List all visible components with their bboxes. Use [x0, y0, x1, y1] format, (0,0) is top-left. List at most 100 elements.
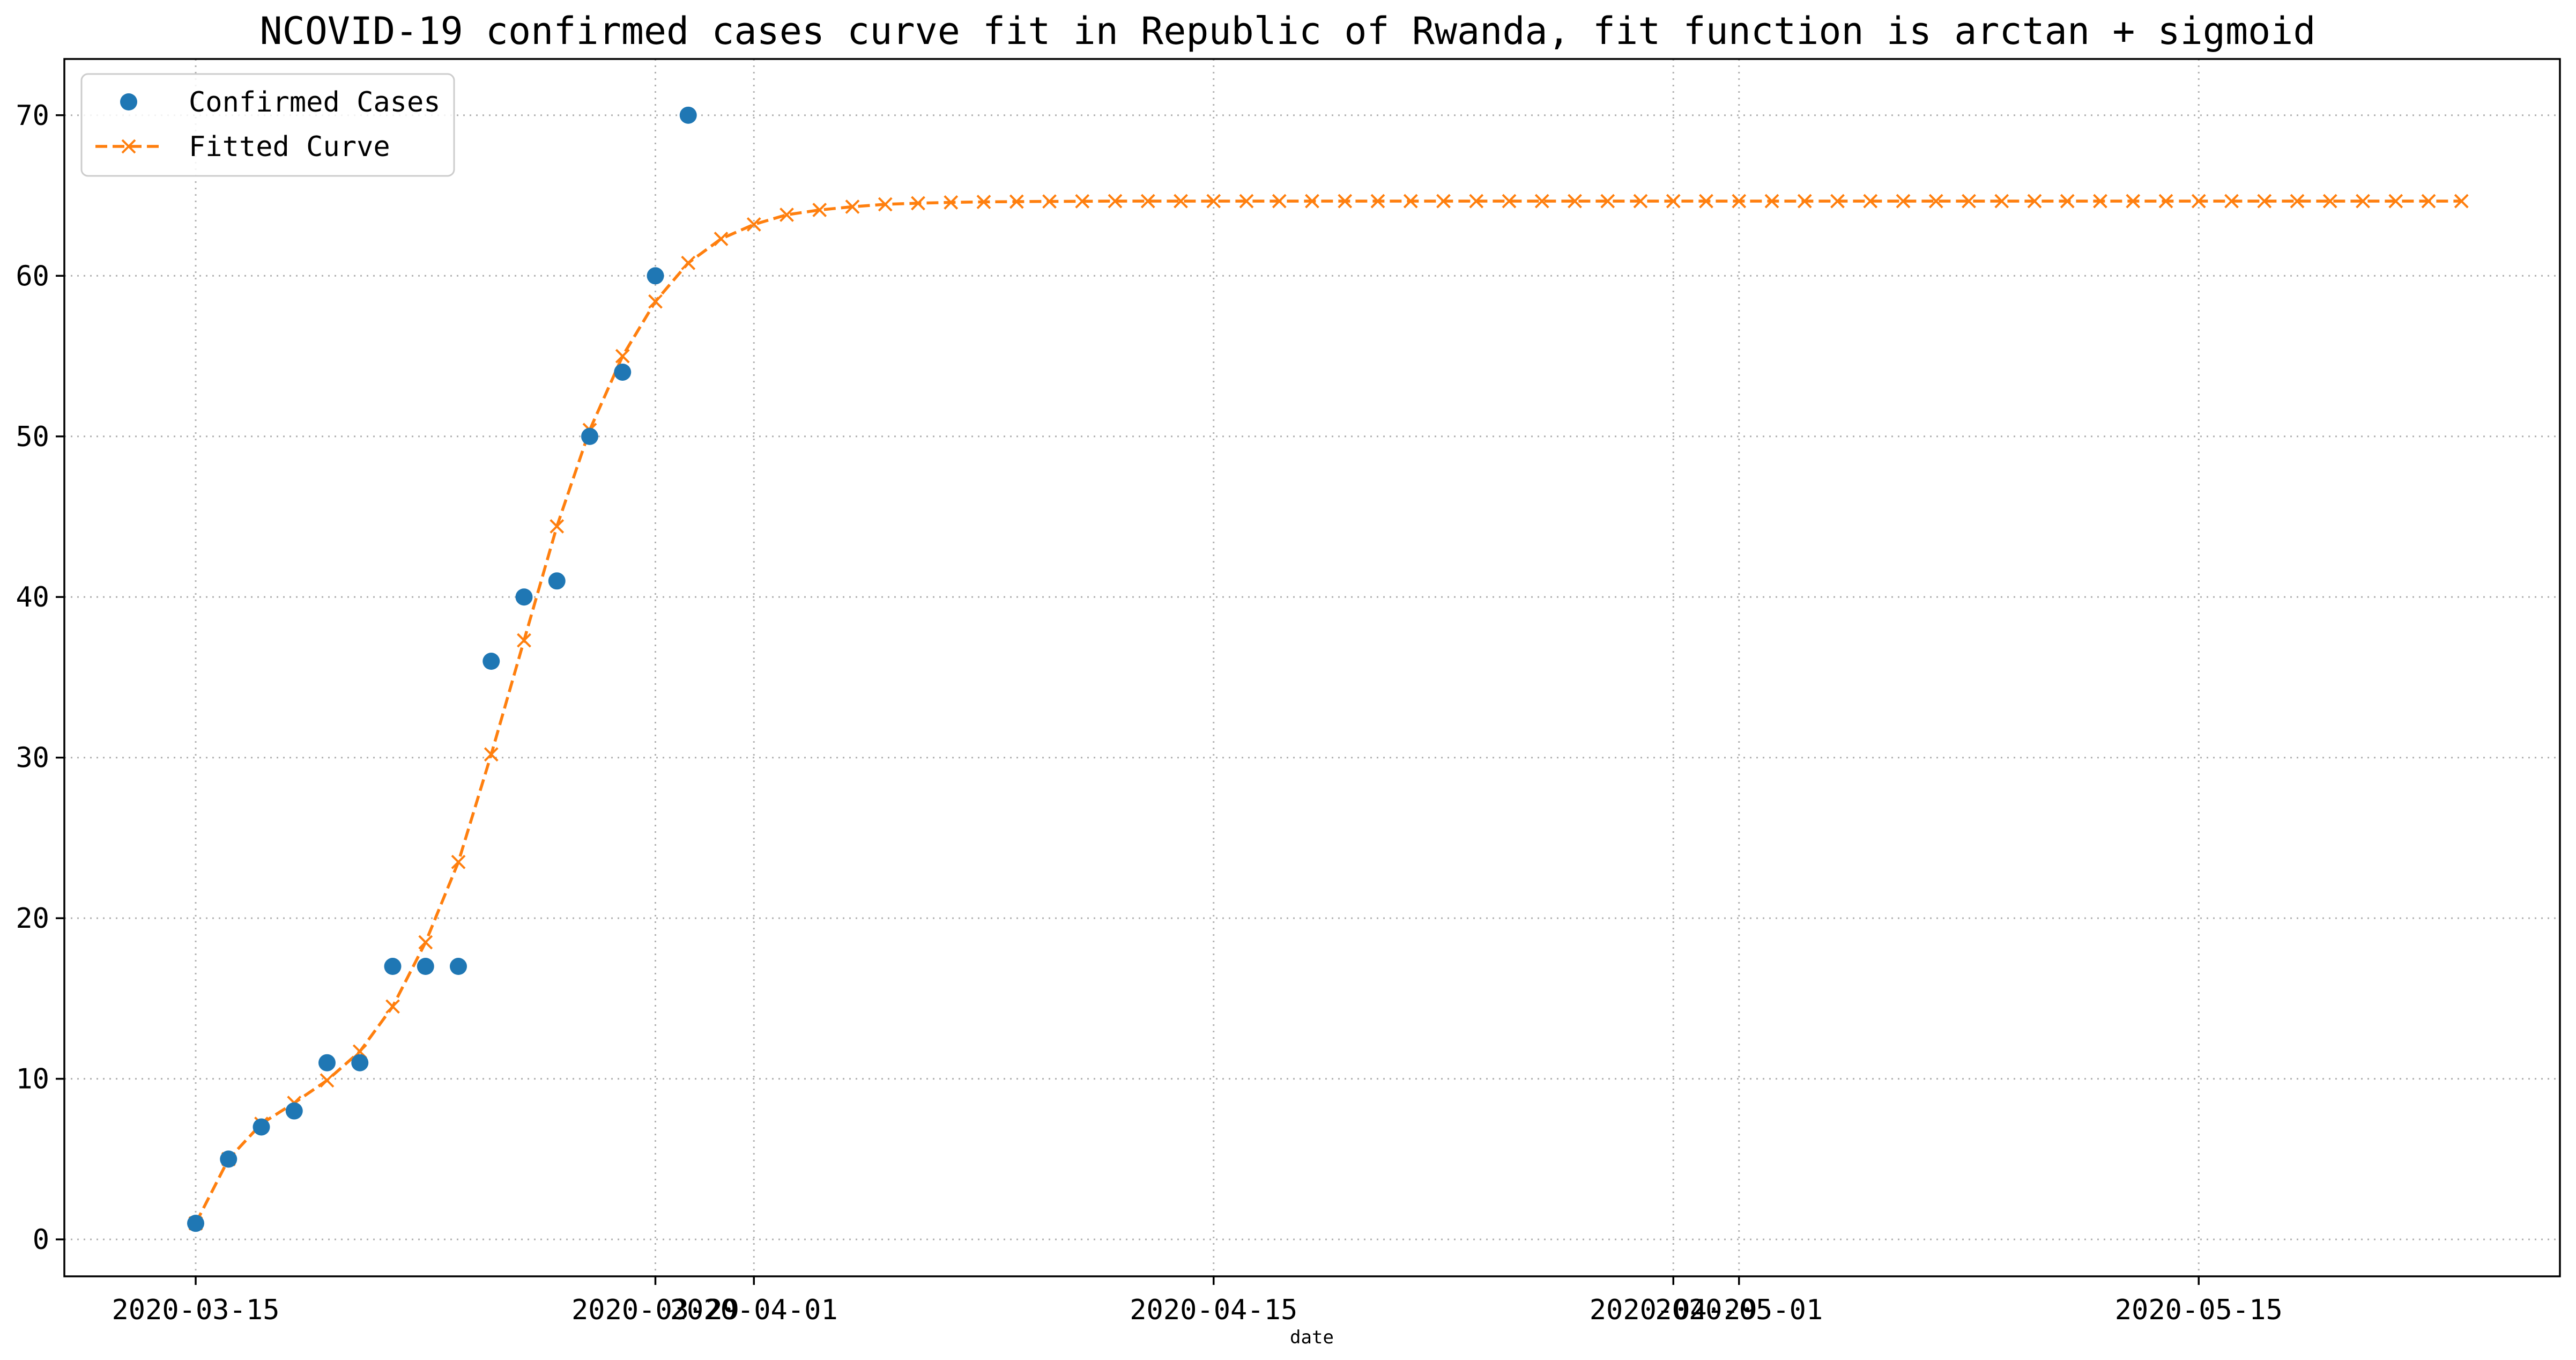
x-tick-label: 2020-04-01 [670, 1294, 838, 1326]
y-tick-label: 20 [16, 903, 49, 935]
fitted-curve-marker [976, 195, 991, 209]
plot-series [187, 106, 2469, 1232]
legend-confirmed-label: Confirmed Cases [189, 86, 441, 119]
x-tick-label: 2020-05-15 [2115, 1294, 2283, 1326]
y-tick-label: 50 [16, 421, 49, 453]
fitted-curve-marker [2257, 194, 2272, 209]
fitted-curve-marker [1469, 194, 1484, 209]
y-tick-label: 40 [16, 581, 49, 614]
x-axis-label: date [1290, 1327, 1334, 1348]
fitted-curve-marker [385, 999, 400, 1014]
fitted-curve-marker [1699, 194, 1713, 209]
fitted-curve-marker [2322, 194, 2337, 209]
fitted-curve-marker [1600, 194, 1615, 209]
fitted-curve-marker [1568, 194, 1582, 209]
fitted-curve-marker [1272, 194, 1287, 209]
confirmed-cases-point [253, 1118, 270, 1136]
fitted-curve-marker [1732, 194, 1747, 209]
fitted-curve-marker [812, 203, 827, 217]
fitted-curve-marker [1009, 194, 1024, 209]
legend-fitted-label: Fitted Curve [189, 131, 390, 163]
fitted-curve-marker [1797, 194, 1812, 209]
fitted-curve-marker [2126, 194, 2141, 209]
fitted-curve-marker [1338, 194, 1353, 209]
fitted-curve-marker [1370, 194, 1385, 209]
legend-fitted-marker [121, 139, 136, 154]
x-tick-label: 2020-05-01 [1655, 1294, 1823, 1326]
fitted-curve-marker [1436, 194, 1451, 209]
legend-confirmed-marker [120, 93, 137, 110]
fitted-curve-marker [1502, 194, 1517, 209]
fitted-curve-marker [1108, 194, 1123, 209]
fitted-curve-marker [648, 294, 663, 309]
fitted-curve-marker [2454, 194, 2469, 209]
fitted-curve-marker [681, 255, 696, 270]
fitted-curve-marker [484, 747, 499, 762]
fitted-curve-marker [1305, 194, 1319, 209]
fitted-curve-marker [746, 217, 761, 232]
fitted-curve-marker [2388, 194, 2403, 209]
legend-box [80, 73, 455, 177]
fitted-curve-marker [714, 231, 729, 246]
fitted-curve-marker [1962, 194, 1976, 209]
fitted-curve-marker [1896, 194, 1911, 209]
fitted-curve-marker [2191, 194, 2206, 209]
fitted-curve-marker [451, 854, 466, 869]
confirmed-cases-point [515, 588, 533, 606]
fitted-curve-marker [1206, 194, 1221, 209]
fitted-curve-marker [1140, 194, 1155, 209]
fitted-curve-marker [2224, 194, 2239, 209]
fitted-curve-marker [2093, 194, 2107, 209]
fitted-curve-marker [878, 197, 893, 212]
confirmed-cases-point [220, 1150, 237, 1168]
x-tick-label: 2020-04-15 [1130, 1294, 1297, 1326]
fitted-curve-marker [418, 935, 433, 950]
fitted-curve-marker [1764, 194, 1779, 209]
fitted-curve-marker [1666, 194, 1681, 209]
fitted-curve-marker [1239, 194, 1254, 209]
y-tick-label: 70 [16, 100, 49, 132]
fitted-curve-marker [615, 349, 630, 364]
fitted-curve-marker [2060, 194, 2075, 209]
fitted-curve-marker [911, 196, 925, 211]
fitted-curve-marker [517, 633, 531, 648]
confirmed-cases-point [647, 267, 664, 285]
confirmed-cases-point [187, 1215, 204, 1232]
x-tick-label: 2020-04-29 [1590, 1294, 1757, 1326]
fitted-curve-marker [1042, 194, 1057, 209]
fitted-curve-marker [1863, 194, 1878, 209]
fitted-curve-marker [1830, 194, 1845, 209]
fitted-curve-marker [320, 1073, 335, 1088]
confirmed-cases-point [482, 653, 500, 670]
fitted-curve-marker [2027, 194, 2042, 209]
fitted-curve-marker [2421, 194, 2436, 209]
x-tick-label: 2020-03-29 [571, 1294, 739, 1326]
fitted-curve-marker [1174, 194, 1188, 209]
confirmed-cases-point [417, 958, 434, 975]
y-tick-label: 30 [16, 742, 49, 774]
fitted-curve-marker [1994, 194, 2009, 209]
y-axis: 0 10 20 30 40 50 60 70 [16, 100, 64, 1256]
confirmed-cases-point [384, 958, 402, 975]
confirmed-cases-point [318, 1054, 336, 1071]
fitted-curve-marker [550, 519, 565, 534]
y-tick-label: 0 [33, 1224, 49, 1256]
x-tick-label: 2020-03-15 [112, 1294, 279, 1326]
confirmed-cases-point [450, 958, 467, 975]
fitted-curve-marker [1534, 194, 1549, 209]
confirmed-cases-point [581, 427, 598, 445]
fitted-curve-marker [2356, 194, 2370, 209]
confirmed-cases-point [548, 572, 566, 590]
fitted-curve-marker [780, 208, 794, 222]
confirmed-cases-point [679, 106, 697, 124]
y-tick-label: 60 [16, 260, 49, 292]
axes-frame [63, 58, 2561, 1277]
legend: Confirmed Cases Fitted Curve [80, 73, 455, 177]
chart-title: NCOVID-19 confirmed cases curve fit in R… [259, 9, 2315, 53]
fitted-curve-line [194, 199, 2462, 1224]
fitted-curve-marker [1075, 194, 1090, 209]
y-tick-label: 10 [16, 1063, 49, 1096]
